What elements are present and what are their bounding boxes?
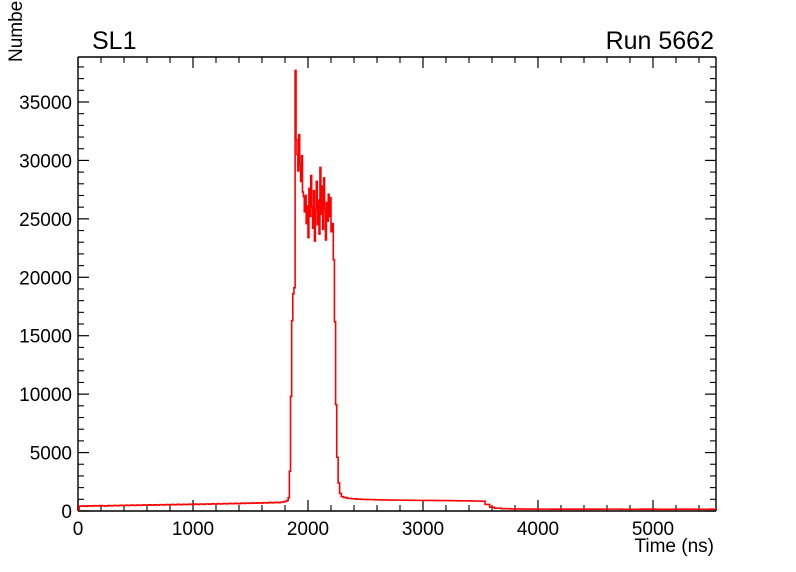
y-tick-label: 0: [61, 502, 72, 523]
x-tick-label: 3000: [402, 519, 444, 540]
axis-tick-labels: 0 1000 2000 3000 4000 5000 0 5000 10000 15000 2000…: [19, 93, 674, 540]
plot-title-left: SL1: [92, 27, 136, 55]
x-axis-title: Time (ns): [634, 536, 714, 557]
y-tick-label: 35000: [19, 93, 72, 114]
x-tick-label: 5000: [632, 519, 674, 540]
y-tick-label: 10000: [19, 385, 72, 406]
plot-title-right: Run 5662: [606, 27, 714, 55]
y-tick-label: 5000: [30, 444, 72, 465]
x-tick-label: 4000: [517, 519, 559, 540]
y-axis-title: Number of digis: [6, 0, 27, 62]
y-tick-label: 15000: [19, 327, 72, 348]
x-tick-label: 0: [73, 519, 84, 540]
y-tick-label: 25000: [19, 210, 72, 231]
histogram-series-digis: [78, 69, 717, 511]
y-tick-label: 30000: [19, 151, 72, 172]
axes-frame: [77, 56, 717, 512]
y-tick-label: 20000: [19, 268, 72, 289]
x-tick-label: 2000: [287, 519, 329, 540]
x-tick-label: 1000: [172, 519, 214, 540]
